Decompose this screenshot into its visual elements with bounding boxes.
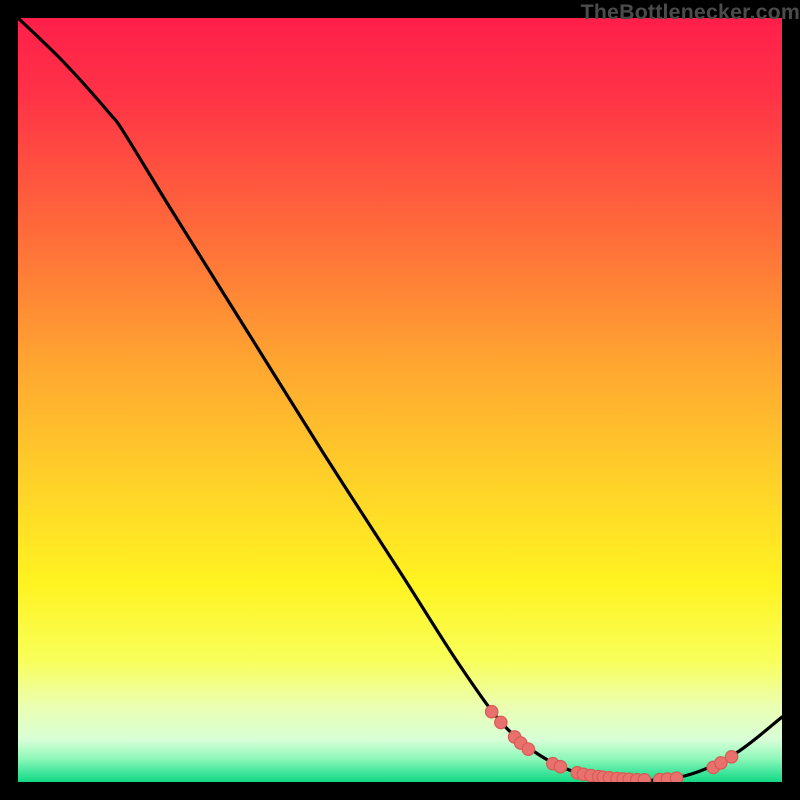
attribution-label: TheBottlenecker.com <box>581 0 800 25</box>
data-marker <box>638 774 650 782</box>
data-marker <box>495 716 507 728</box>
data-marker <box>522 743 534 755</box>
data-marker <box>670 772 682 782</box>
plot-area <box>18 18 782 782</box>
data-marker <box>725 751 737 763</box>
gradient-background <box>18 18 782 782</box>
chart-canvas <box>18 18 782 782</box>
chart-frame: TheBottlenecker.com <box>0 0 800 800</box>
data-marker <box>485 706 497 718</box>
data-marker <box>554 761 566 773</box>
